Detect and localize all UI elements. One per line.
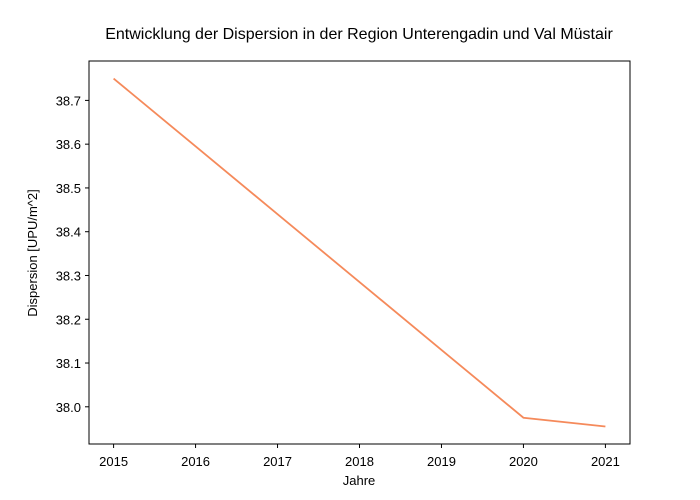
y-tick-label: 38.1 (56, 356, 81, 371)
x-tick-label: 2021 (591, 454, 620, 469)
x-axis-label: Jahre (343, 473, 376, 488)
y-tick-label: 38.5 (56, 181, 81, 196)
x-tick-label: 2015 (99, 454, 128, 469)
x-tick-label: 2019 (427, 454, 456, 469)
x-tick-label: 2018 (345, 454, 374, 469)
series-line (113, 77, 606, 428)
y-axis: 38.0 38.1 38.2 38.3 38.4 38.5 38.6 38.7 (56, 93, 89, 415)
x-tick-label: 2020 (509, 454, 538, 469)
plot-area-frame (88, 60, 631, 445)
y-axis-label: Dispersion [UPU/m^2] (25, 189, 40, 316)
chart-title: Entwicklung der Dispersion in der Region… (105, 26, 613, 43)
y-tick-label: 38.2 (56, 312, 81, 327)
x-tick-label: 2016 (181, 454, 210, 469)
y-tick-label: 38.0 (56, 400, 81, 415)
y-tick-label: 38.3 (56, 268, 81, 283)
y-tick-label: 38.7 (56, 93, 81, 108)
y-tick-label: 38.4 (56, 225, 81, 240)
x-tick-label: 2017 (263, 454, 292, 469)
y-tick-label: 38.6 (56, 137, 81, 152)
series-layer (113, 77, 606, 428)
x-axis: 2015 2016 2017 2018 2019 2020 2021 (99, 444, 620, 469)
